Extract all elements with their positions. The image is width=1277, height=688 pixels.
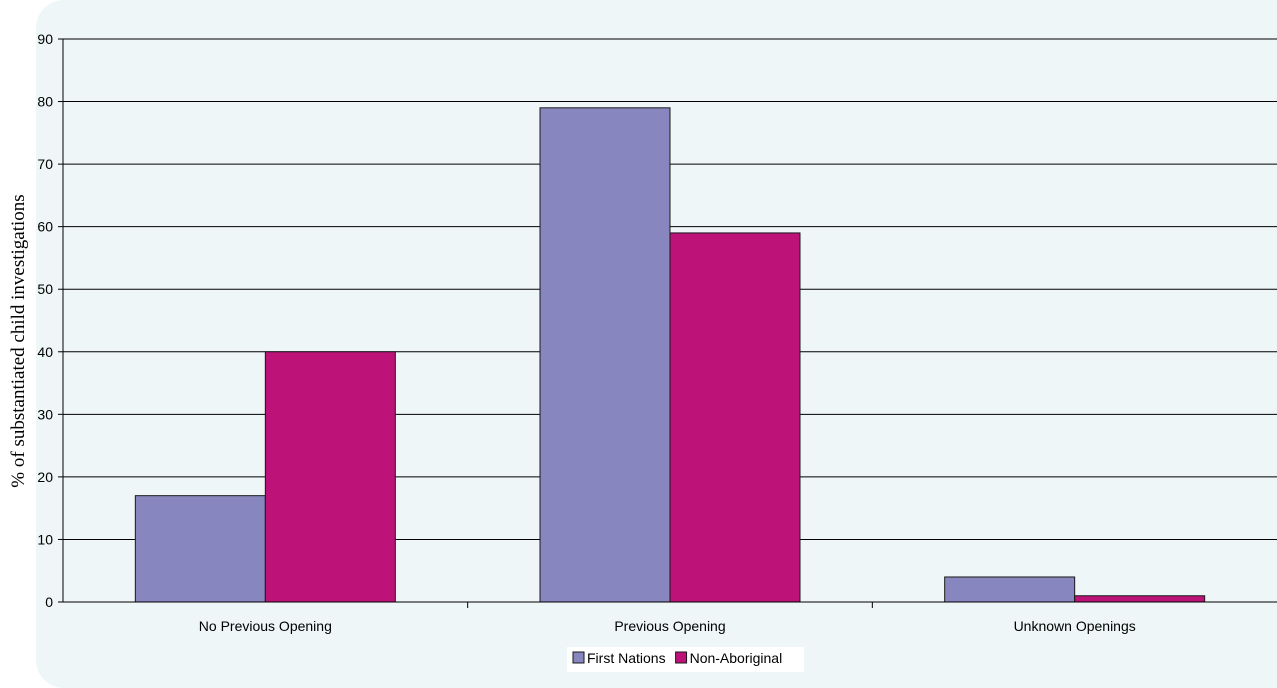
bar-non-aboriginal [264, 351, 396, 603]
bars [134, 107, 1206, 603]
y-tick-label: 0 [45, 594, 53, 610]
legend-label: Non-Aboriginal [690, 650, 783, 666]
legend-label: First Nations [587, 650, 666, 666]
y-tick-label: 70 [37, 156, 53, 172]
y-tick-label: 30 [37, 406, 53, 422]
y-tick-label: 10 [37, 531, 53, 547]
legend: First Nations Non-Aboriginal [567, 647, 804, 672]
axes [62, 39, 1277, 603]
y-tick-label: 80 [37, 94, 53, 110]
bar-first-nations [539, 107, 671, 603]
legend-swatch [675, 651, 688, 664]
y-axis-ticks: 0 10 20 30 40 50 60 70 80 90 [37, 31, 63, 610]
y-tick-label: 90 [37, 31, 53, 47]
y-tick-label: 20 [37, 469, 53, 485]
y-tick-label: 40 [37, 344, 53, 360]
legend-swatch [572, 651, 585, 664]
x-axis-ticks: No Previous Opening Previous Opening Unkno… [199, 602, 1136, 634]
bar-first-nations [134, 495, 266, 603]
bar-non-aboriginal [669, 232, 801, 603]
x-tick-label: Unknown Openings [1014, 618, 1136, 634]
x-tick-label: Previous Opening [614, 618, 725, 634]
y-tick-label: 50 [37, 281, 53, 297]
bar-first-nations [944, 576, 1076, 603]
y-axis-title: % of substantiated child investigations [8, 194, 29, 487]
y-tick-label: 60 [37, 219, 53, 235]
bar-non-aboriginal [1074, 595, 1206, 603]
x-tick-label: No Previous Opening [199, 618, 332, 634]
